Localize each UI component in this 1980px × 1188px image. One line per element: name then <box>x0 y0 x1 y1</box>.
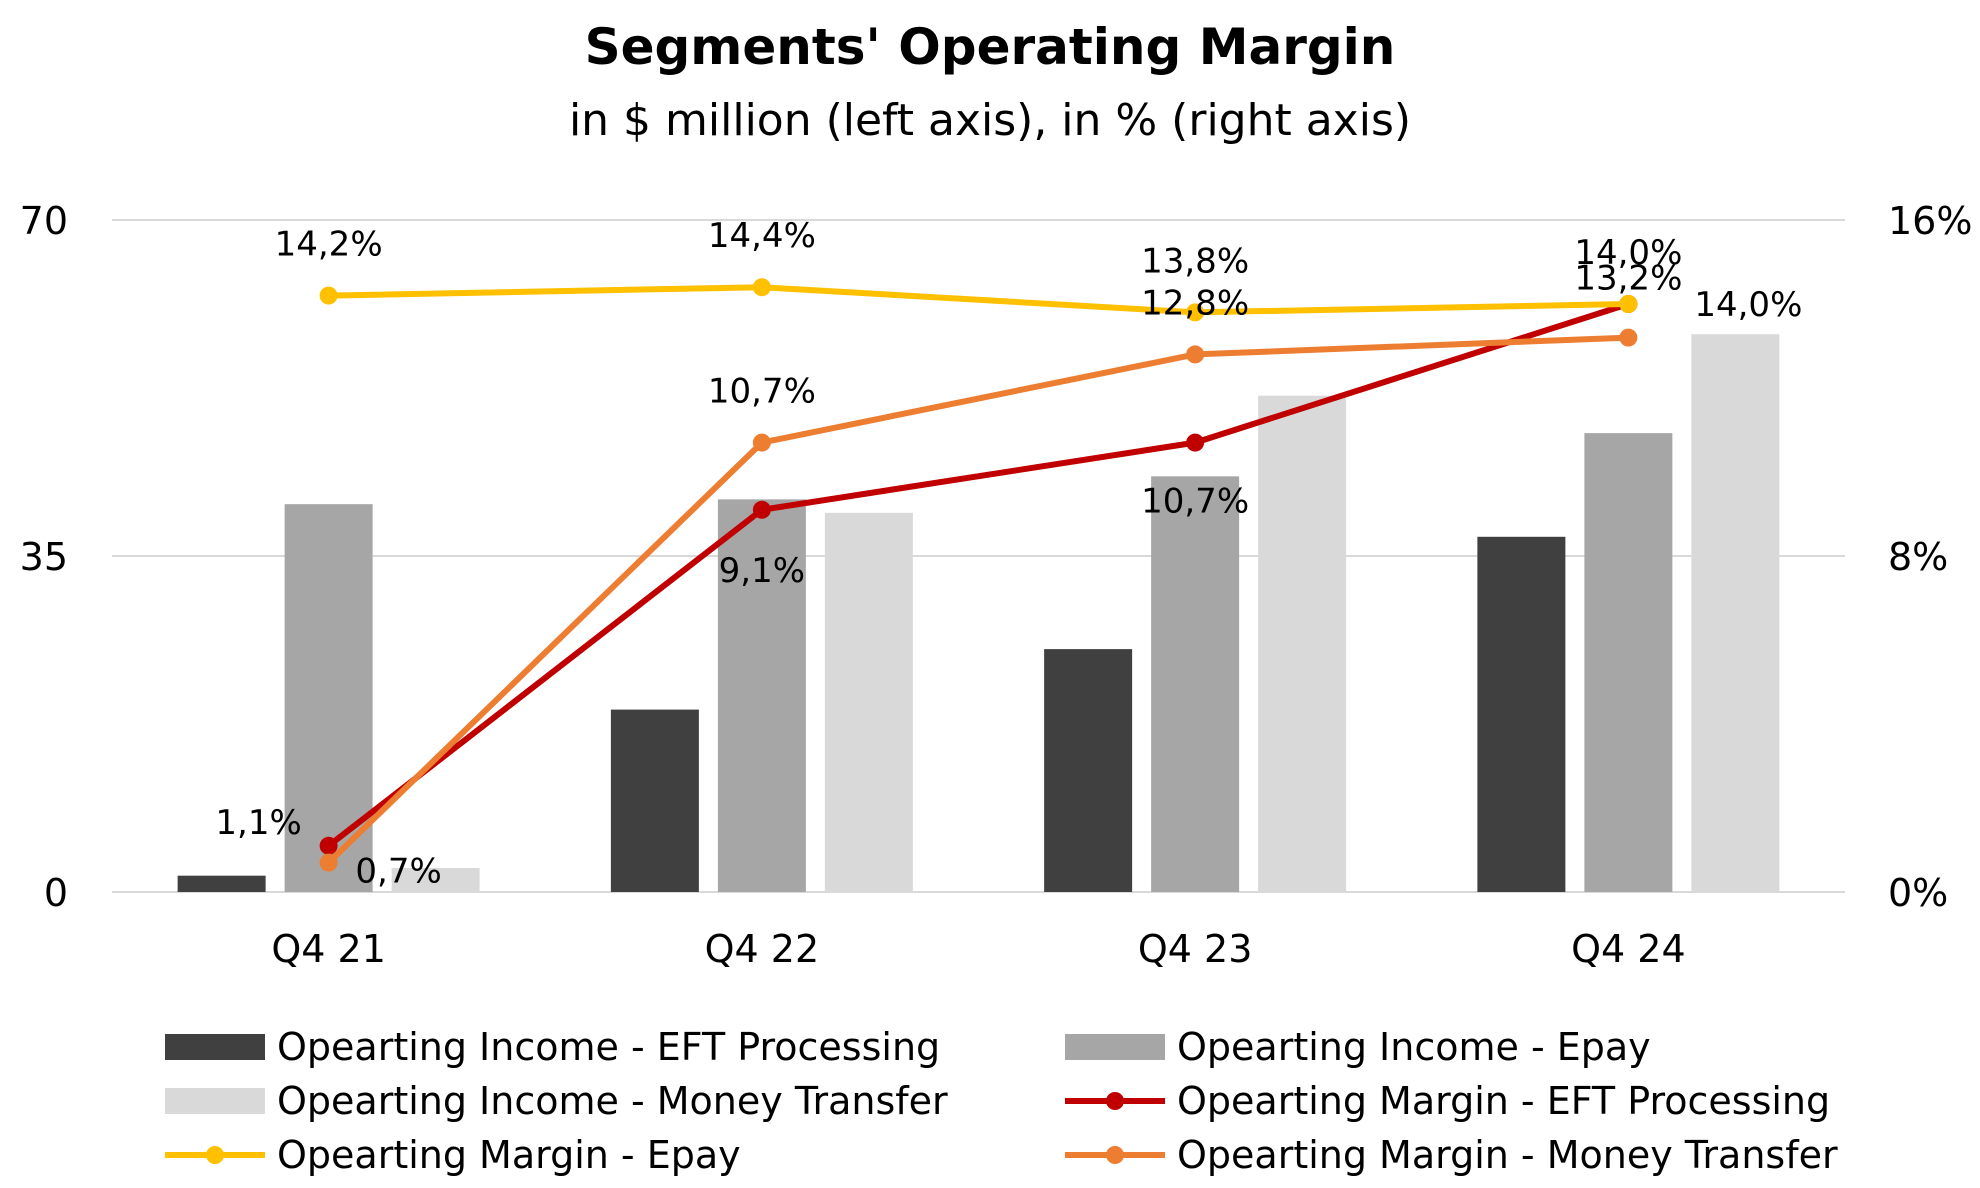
x-axis-tick-label: Q4 23 <box>1138 927 1253 971</box>
legend-label: Opearting Margin - Money Transfer <box>1177 1133 1838 1177</box>
chart-subtitle: in $ million (left axis), in % (right ax… <box>568 95 1412 146</box>
bar <box>824 512 913 892</box>
series-point <box>1186 345 1205 364</box>
series-point <box>752 433 771 452</box>
series-point <box>319 286 338 305</box>
data-label: 14,0% <box>1694 285 1802 325</box>
bar <box>610 709 699 892</box>
left-axis-tick-label: 70 <box>20 199 68 243</box>
series-line <box>328 284 1629 316</box>
series-line <box>326 301 1630 849</box>
data-label: 13,2% <box>1574 259 1682 299</box>
legend-item: Opearting Income - Epay <box>1065 1022 1651 1072</box>
data-label: 0,7% <box>355 852 441 892</box>
right-axis-tick-label: 8% <box>1888 535 1948 579</box>
left-axis-tick-label: 0 <box>44 871 68 915</box>
labels-layer: 1,1% 9,1% 10,7% 14,0% 14,2% 14,4% 13,8% 14,0% 0,… <box>215 216 1802 891</box>
series-point <box>319 853 338 872</box>
data-label: 9,1% <box>719 551 805 591</box>
legend-label: Opearting Margin - Epay <box>277 1133 741 1177</box>
data-label: 10,7% <box>1141 482 1249 522</box>
legend-swatch-bar <box>165 1088 265 1114</box>
legend-swatch-bar <box>1065 1034 1165 1060</box>
legend-swatch-bar <box>165 1034 265 1060</box>
legend-label: Opearting Margin - EFT Processing <box>1177 1079 1831 1123</box>
series-line <box>326 334 1629 865</box>
legend-item: Opearting Margin - Epay <box>165 1130 741 1180</box>
legend-swatch-line <box>1065 1088 1165 1114</box>
series-point <box>319 836 338 855</box>
bar <box>284 504 373 892</box>
bar <box>391 868 480 892</box>
legend-label: Opearting Income - Epay <box>1177 1025 1651 1069</box>
chart-title: Segments' Operating Margin <box>584 18 1396 76</box>
x-axis-tick-label: Q4 22 <box>705 927 820 971</box>
bar <box>1151 476 1240 892</box>
series-point <box>1619 328 1638 347</box>
data-label: 14,4% <box>708 216 816 256</box>
bar <box>1584 433 1673 892</box>
series-point <box>1186 303 1205 322</box>
x-axis-tick-label: Q4 21 <box>271 927 386 971</box>
left-axis-tick-label: 35 <box>20 535 68 579</box>
data-label: 14,2% <box>275 225 383 265</box>
bar <box>1477 536 1566 892</box>
axis-layer: 0 35 70 0% 8% 16% Q4 21 Q4 22 Q4 23 Q4 24 <box>20 199 1973 971</box>
bar <box>1258 395 1347 892</box>
bar <box>177 875 266 892</box>
legend-item: Opearting Margin - Money Transfer <box>1065 1130 1838 1180</box>
legend-swatch-line <box>1065 1142 1165 1168</box>
series-point <box>752 500 771 519</box>
bar <box>1044 649 1133 892</box>
x-axis-tick-label: Q4 24 <box>1571 927 1686 971</box>
series-point <box>752 278 771 297</box>
plot-area: 1,1% 9,1% 10,7% 14,0% 14,2% 14,4% 13,8% 14,0% 0,… <box>20 199 1973 971</box>
bar <box>717 499 806 892</box>
bar <box>1691 334 1780 892</box>
right-axis-tick-label: 16% <box>1888 199 1972 243</box>
series-point <box>1186 433 1205 452</box>
data-label: 12,8% <box>1141 283 1249 323</box>
legend-label: Opearting Income - Money Transfer <box>277 1079 948 1123</box>
legend-swatch-line <box>165 1142 265 1168</box>
legend-item: Opearting Income - EFT Processing <box>165 1022 940 1072</box>
series-point <box>1619 295 1638 313</box>
legend-item: Opearting Margin - EFT Processing <box>1065 1076 1830 1126</box>
legend-label: Opearting Income - EFT Processing <box>277 1025 941 1069</box>
data-label: 13,8% <box>1141 241 1249 281</box>
data-label: 14,0% <box>1574 233 1682 273</box>
lines-layer <box>319 278 1638 872</box>
data-label: 10,7% <box>708 372 816 412</box>
bars-layer <box>177 334 1780 892</box>
data-label: 1,1% <box>215 803 301 843</box>
right-axis-tick-label: 0% <box>1888 871 1948 915</box>
legend-item: Opearting Income - Money Transfer <box>165 1076 948 1126</box>
